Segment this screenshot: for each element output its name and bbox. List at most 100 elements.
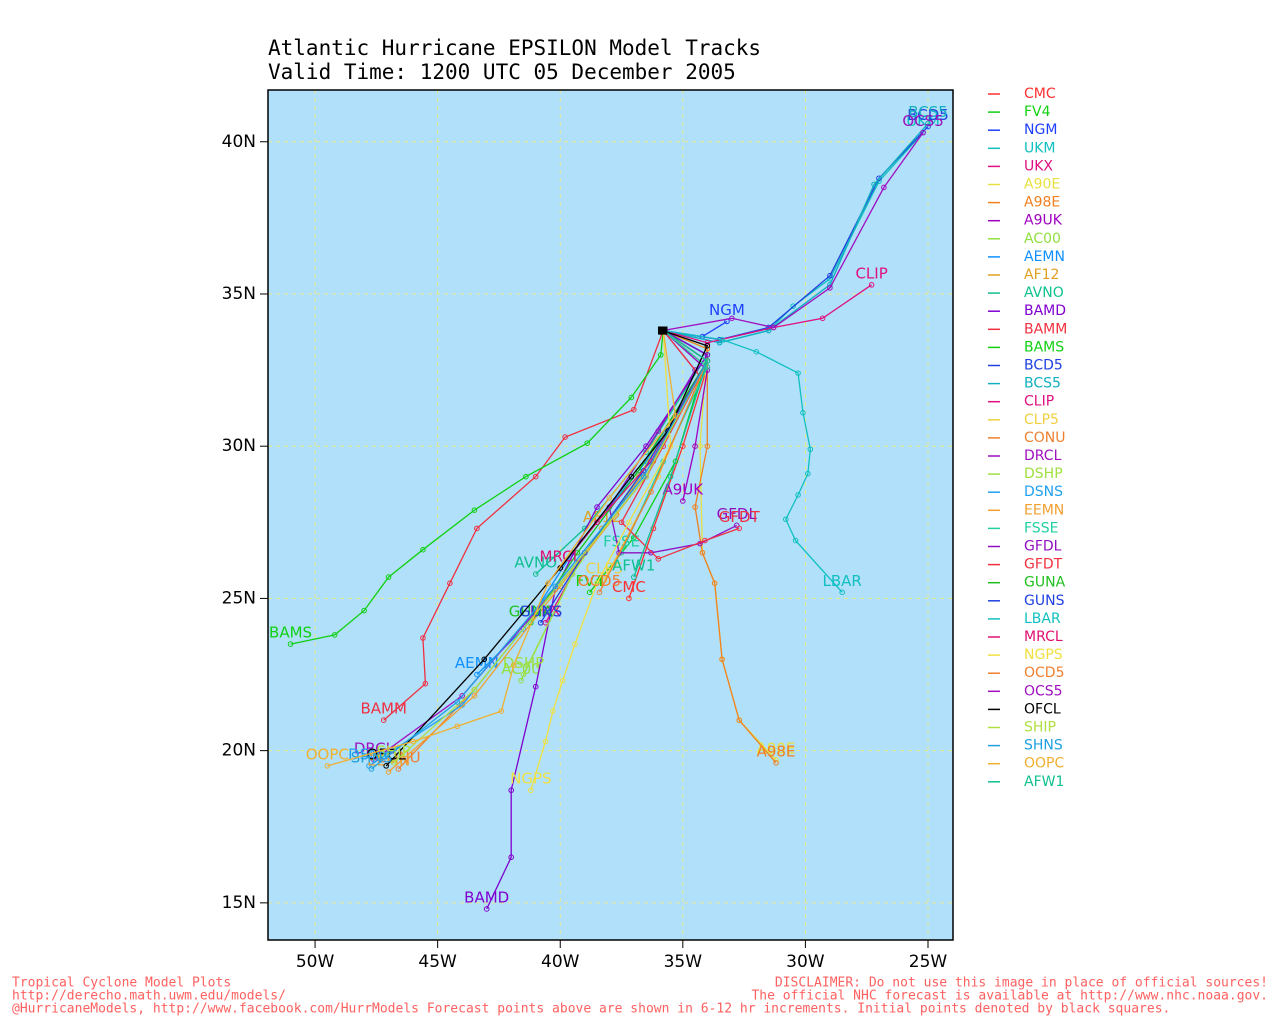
track-label: UKM xyxy=(906,112,940,130)
legend-label: DSHP xyxy=(1024,466,1063,482)
legend-label: GFDT xyxy=(1024,557,1063,573)
track: A98E xyxy=(659,326,795,766)
track-label: NGPS xyxy=(510,770,551,788)
track-label: OCS5 xyxy=(902,112,943,130)
forecast-point xyxy=(711,580,718,586)
forecast-point xyxy=(736,717,743,723)
track-label: BAMM xyxy=(361,700,407,718)
track-line xyxy=(663,329,843,593)
forecast-point xyxy=(871,181,877,188)
legend-label: AFW1 xyxy=(1024,774,1064,790)
forecast-point xyxy=(692,443,698,449)
legend-label: EEMN xyxy=(1024,502,1064,518)
forecast-point xyxy=(805,470,811,477)
forecast-point xyxy=(520,671,527,678)
forecast-point xyxy=(626,519,632,526)
track-line xyxy=(633,329,709,578)
track-label: GFDT xyxy=(719,508,761,526)
legend-label: OOPC xyxy=(1024,756,1064,772)
forecast-point xyxy=(331,632,338,638)
forecast-point xyxy=(800,409,806,416)
legend-label: GUNS xyxy=(1024,593,1065,609)
track: AFW1 xyxy=(612,326,711,580)
forecast-point xyxy=(667,443,674,449)
x-tick-label: 25W xyxy=(909,952,948,972)
forecast-point xyxy=(481,656,488,663)
track-label: AVNO xyxy=(514,554,557,572)
track-label: BAMS xyxy=(269,624,312,642)
track: OOPC xyxy=(306,326,679,769)
track-label: A90E xyxy=(757,739,796,757)
forecast-point xyxy=(385,769,392,775)
forecast-point xyxy=(881,184,887,191)
forecast-point xyxy=(528,787,534,794)
legend-label: GFDL xyxy=(1024,539,1062,555)
x-tick-label: 45W xyxy=(418,952,457,972)
track-label: OCD5 xyxy=(578,572,621,590)
forecast-point xyxy=(562,434,568,440)
forecast-point xyxy=(532,473,539,480)
track-label: SHNS xyxy=(351,748,393,766)
forecast-point xyxy=(729,315,735,322)
forecast-point xyxy=(383,763,389,769)
forecast-point xyxy=(471,693,478,699)
forecast-point xyxy=(368,766,375,772)
track-line xyxy=(662,330,708,502)
forecast-point xyxy=(471,686,478,693)
legend-label: LBAR xyxy=(1024,611,1061,627)
track-label: GUNS xyxy=(519,602,562,620)
track-label: LBAR xyxy=(823,572,862,590)
forecast-point xyxy=(736,525,743,532)
forecast-point xyxy=(596,589,603,596)
track-label: CMC xyxy=(612,578,646,596)
track-label: OOPC xyxy=(306,745,349,763)
track: A9UK xyxy=(659,326,711,504)
track-label: DSHP xyxy=(503,654,544,672)
y-tick-label: 30N xyxy=(222,436,256,456)
legend-label: NGM xyxy=(1024,122,1057,138)
track-line xyxy=(620,329,709,554)
x-tick-label: 35W xyxy=(664,952,703,972)
forecast-point xyxy=(692,504,698,510)
track-line xyxy=(290,330,664,645)
forecast-point xyxy=(606,495,613,501)
forecast-point xyxy=(420,546,426,553)
forecast-point xyxy=(498,708,505,714)
track: GFDT xyxy=(618,326,761,562)
forecast-point xyxy=(790,303,796,309)
forecast-point xyxy=(630,574,637,580)
footer-right: The official NHC forecast is available a… xyxy=(751,989,1268,1004)
legend-label: CLP5 xyxy=(1024,412,1059,428)
forecast-point xyxy=(702,537,708,544)
chart-subtitle: Valid Time: 1200 UTC 05 December 2005 xyxy=(268,60,736,84)
forecast-point xyxy=(704,352,711,358)
legend-label: SHIP xyxy=(1024,720,1056,736)
legend-label: AC00 xyxy=(1024,231,1061,247)
track-line xyxy=(663,132,924,332)
forecast-point xyxy=(839,589,845,596)
legend-label: MRCL xyxy=(1024,629,1063,645)
legend-label: FV4 xyxy=(1024,104,1051,120)
forecast-point xyxy=(420,635,426,641)
forecast-point xyxy=(782,516,789,523)
legend-label: A90E xyxy=(1024,177,1060,193)
legend-label: A9UK xyxy=(1024,213,1063,229)
track-label: AEMN xyxy=(455,654,499,672)
track-label: A9UK xyxy=(663,480,705,498)
legend-label: BCS5 xyxy=(1024,376,1061,392)
forecast-point xyxy=(640,473,647,480)
forecast-point xyxy=(925,120,931,127)
forecast-point xyxy=(655,428,662,434)
forecast-point xyxy=(422,680,429,687)
x-tick-label: 30W xyxy=(786,952,825,972)
forecast-point xyxy=(628,394,635,401)
forecast-point xyxy=(559,677,566,684)
track-label: AFW1 xyxy=(612,557,655,575)
x-tick-label: 40W xyxy=(541,952,580,972)
forecast-point xyxy=(474,525,480,532)
forecast-point xyxy=(471,507,478,513)
forecast-point xyxy=(920,129,926,136)
forecast-point xyxy=(628,473,635,480)
forecast-point xyxy=(795,370,801,376)
